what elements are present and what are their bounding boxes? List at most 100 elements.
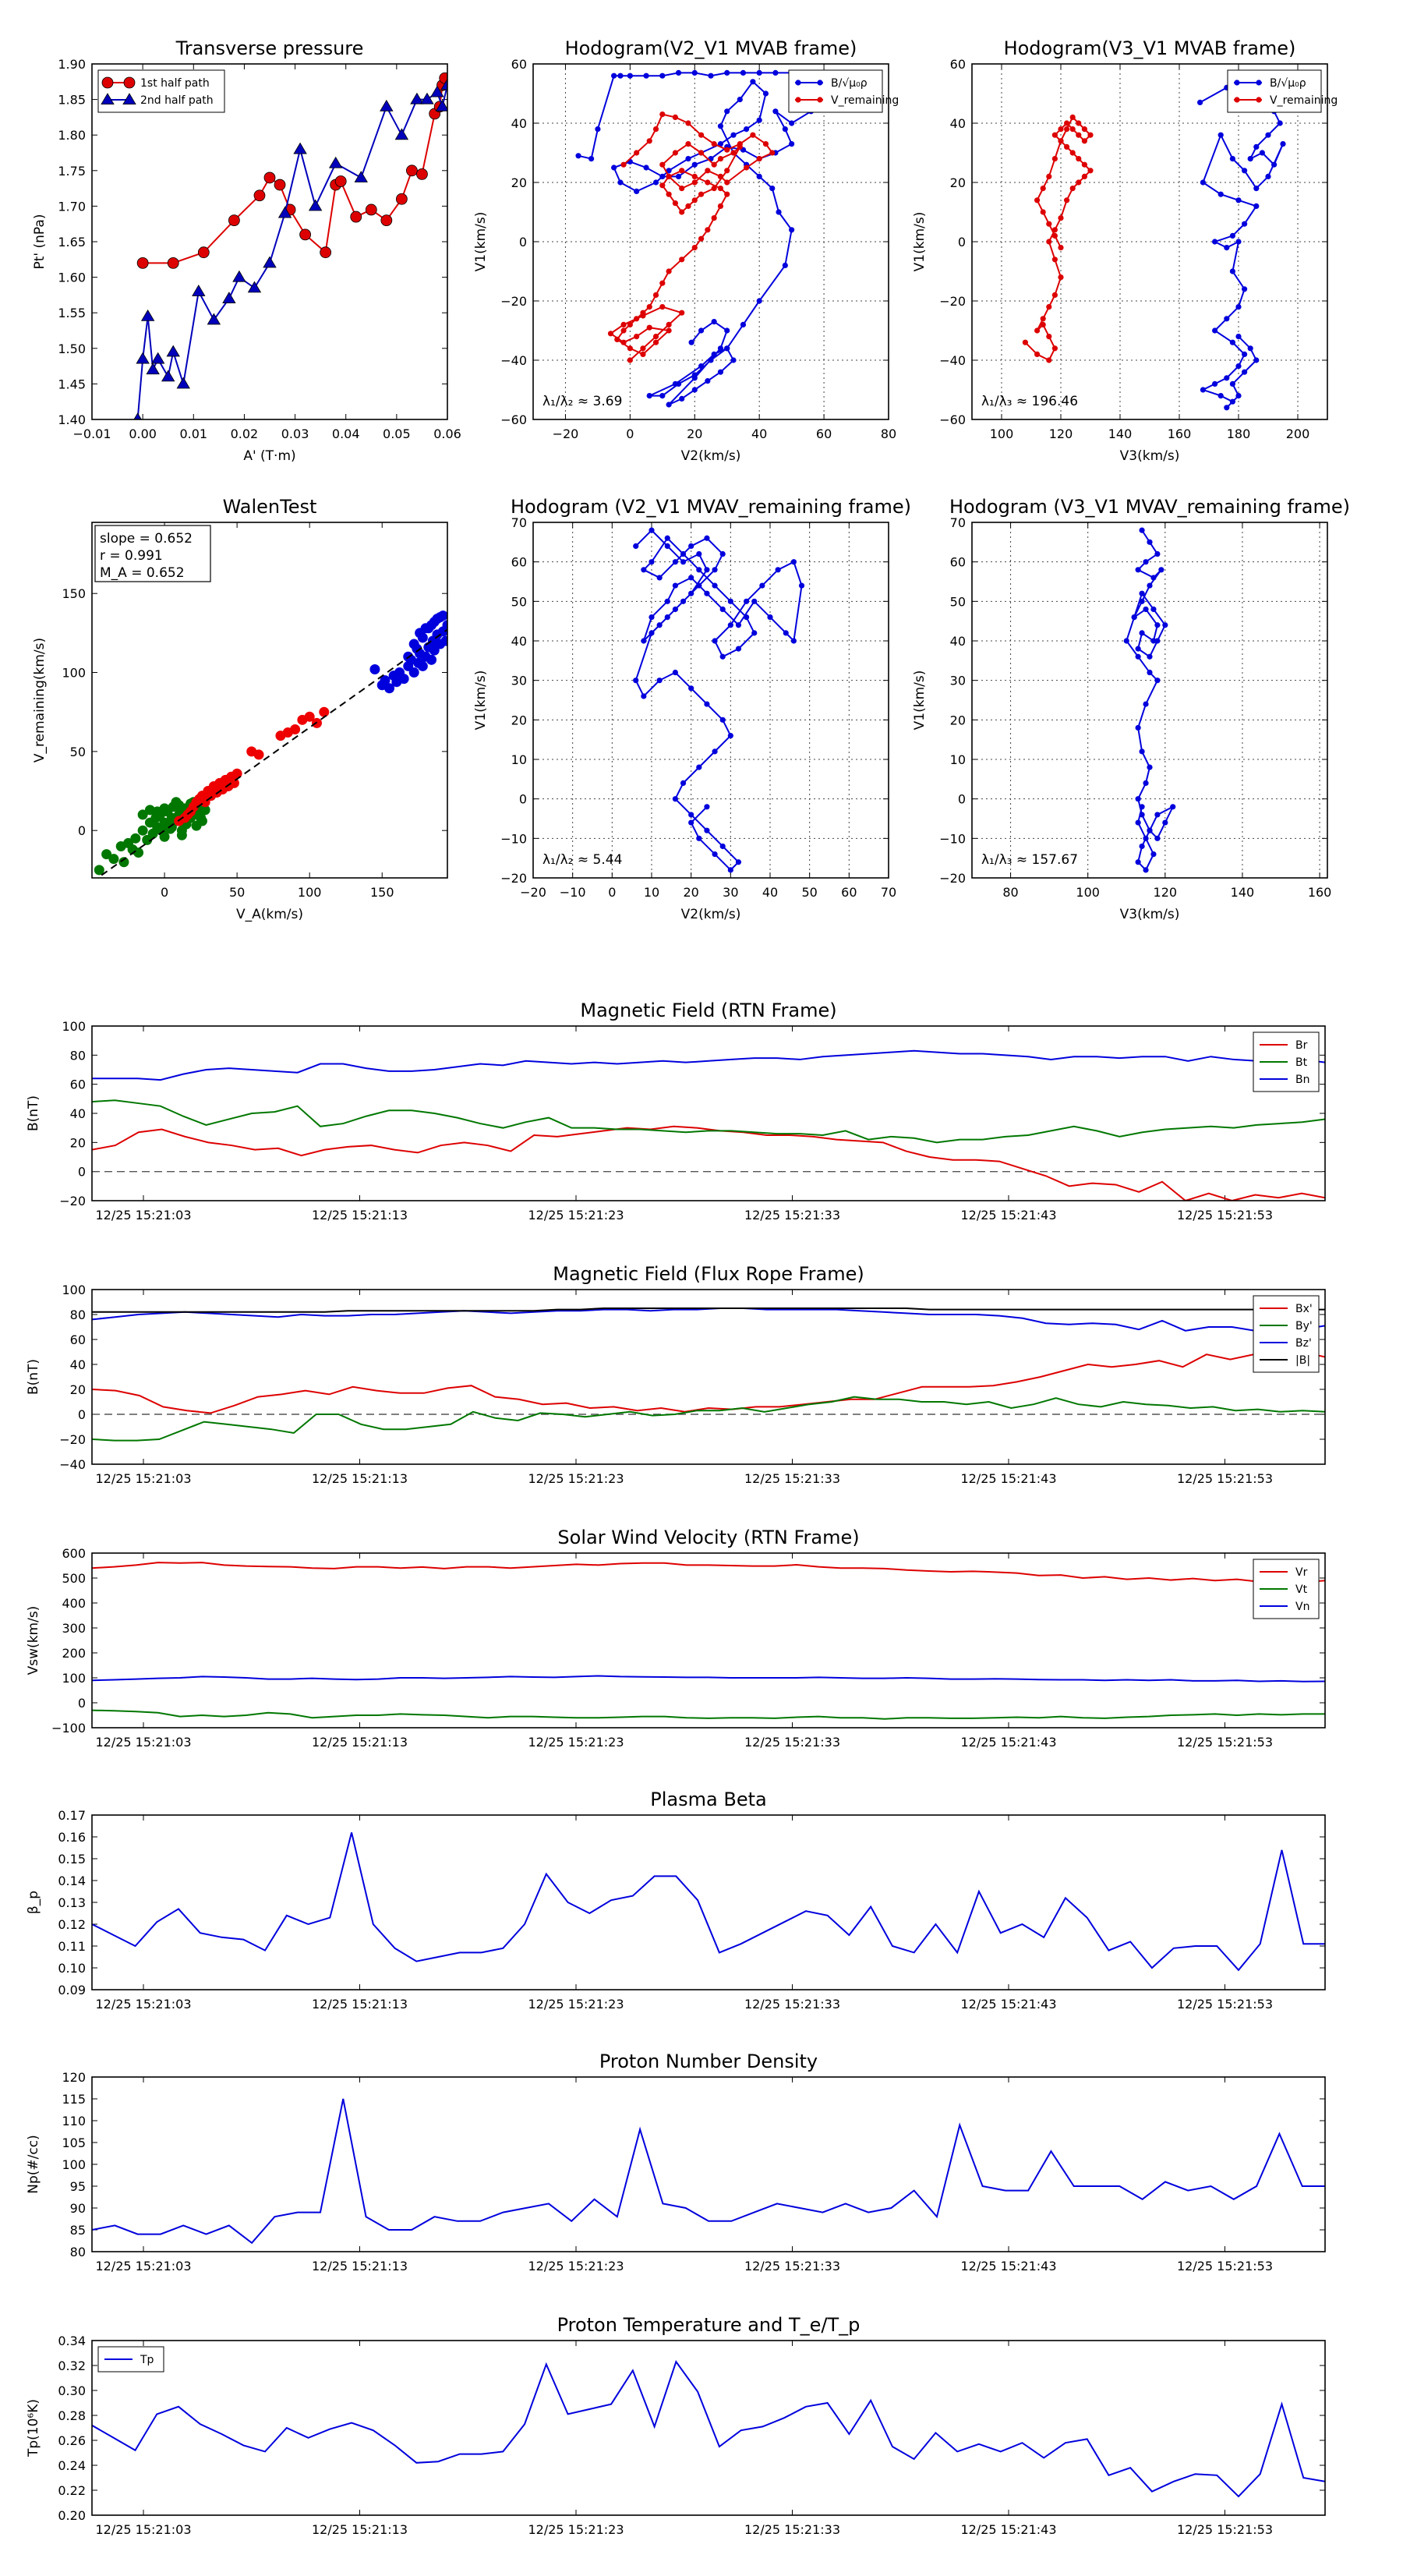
legend-label: Vt [1295, 1583, 1308, 1596]
legend-label: Br [1295, 1039, 1308, 1052]
y-tick-label: 0 [958, 235, 966, 249]
data-point [717, 186, 724, 192]
data-point [1034, 327, 1041, 334]
data-point [724, 69, 730, 76]
scatter-point [94, 865, 104, 876]
data-point [672, 796, 679, 802]
temperature-title: Proton Temperature and T_e/T_p [557, 2314, 861, 2336]
y-tick-label: 70 [511, 515, 527, 530]
series-By' [92, 1396, 1325, 1442]
y-tick-label: 1.40 [58, 412, 86, 427]
legend-label: By' [1295, 1320, 1313, 1332]
data-point [1247, 345, 1253, 352]
data-point [756, 173, 762, 179]
data-point [350, 211, 362, 223]
legend-label: Tp [140, 2354, 154, 2366]
y-axis-label: V1(km/s) [912, 671, 928, 731]
info-box-frame [94, 525, 211, 582]
x-tick-label: 20 [683, 885, 698, 900]
data-point [416, 168, 428, 180]
data-point [1069, 126, 1076, 133]
data-point [762, 90, 769, 97]
data-point [767, 614, 773, 621]
data-point [672, 200, 679, 207]
data-point [1139, 598, 1145, 604]
data-point [750, 79, 756, 85]
scatter-point [133, 847, 144, 858]
walen-plot-area [94, 610, 447, 878]
data-point [735, 622, 742, 628]
y-tick-label: 110 [62, 2114, 86, 2128]
data-point [1081, 126, 1087, 133]
data-point [659, 161, 666, 168]
data-point [420, 92, 434, 104]
data-point [611, 73, 617, 79]
y-tick-label: 0.16 [58, 1830, 86, 1845]
data-point [1242, 351, 1248, 357]
y-axis-label: Pt' (nPa) [32, 214, 48, 270]
data-point [1259, 150, 1265, 156]
data-point [1256, 97, 1262, 103]
y-tick-label: 1.90 [58, 57, 86, 72]
scatter-point [437, 610, 447, 621]
scatter-point [408, 639, 419, 649]
data-point [717, 156, 724, 162]
data-point [672, 150, 679, 156]
data-point [1051, 132, 1058, 138]
data-point [1058, 126, 1064, 133]
data-point [1280, 141, 1286, 147]
scatter-point [159, 831, 170, 842]
series-|B| [92, 1307, 1325, 1313]
data-point [1253, 203, 1260, 209]
data-point [1139, 630, 1145, 636]
y-tick-label: 60 [511, 555, 527, 570]
scatter-point [369, 663, 380, 674]
x-tick-label: 30 [723, 885, 738, 900]
data-point [641, 693, 647, 699]
data-point [136, 352, 150, 364]
hodo_v3_mvav-ratio-annotation: λ₁/λ₃ ≈ 157.67 [981, 852, 1078, 868]
data-point [698, 327, 705, 334]
data-point [640, 351, 646, 357]
data-point [691, 69, 698, 76]
data-point [680, 598, 687, 604]
data-point [1051, 232, 1058, 239]
data-point [646, 393, 652, 399]
data-point [627, 345, 633, 352]
data-point [435, 99, 447, 111]
data-point [1200, 179, 1206, 186]
x-tick-label: 12/25 15:21:03 [95, 1735, 191, 1750]
data-point [666, 173, 672, 179]
x-tick-label: 0.03 [281, 426, 309, 441]
series-Np [92, 2098, 1325, 2245]
hodo_v3_mvab-ratio-annotation: λ₁/λ₃ ≈ 196.46 [981, 394, 1078, 409]
data-point [696, 835, 702, 841]
legend-box [1227, 69, 1322, 113]
y-tick-label: 1.50 [58, 341, 86, 356]
data-point [263, 172, 276, 184]
x-tick-label: 0.01 [179, 426, 207, 441]
data-point [1150, 606, 1157, 613]
data-point [685, 203, 691, 209]
y-tick-label: 0.34 [58, 2334, 86, 2348]
data-point [1147, 827, 1153, 833]
data-point [789, 227, 795, 233]
x-tick-label: 12/25 15:21:03 [95, 1997, 191, 2012]
data-point [439, 72, 447, 84]
y-tick-label: 40 [70, 1357, 86, 1372]
legend-box [97, 69, 225, 113]
data-point [277, 206, 292, 218]
data-point [727, 622, 733, 628]
data-point [410, 92, 424, 104]
data-point [1051, 227, 1058, 233]
y-axis-label: V_remaining(km/s) [32, 638, 48, 763]
data-point [675, 173, 682, 179]
data-point [648, 527, 655, 533]
data-point [679, 257, 685, 263]
y-tick-label: 20 [511, 175, 527, 190]
y-tick-label: 20 [950, 175, 966, 190]
data-point [1147, 582, 1153, 589]
y-tick-label: 20 [70, 1382, 86, 1397]
x-tick-label: 40 [751, 426, 767, 441]
hodo_v3_mvav-title: Hodogram (V3_V1 MVAV_remaining frame) [949, 496, 1350, 518]
